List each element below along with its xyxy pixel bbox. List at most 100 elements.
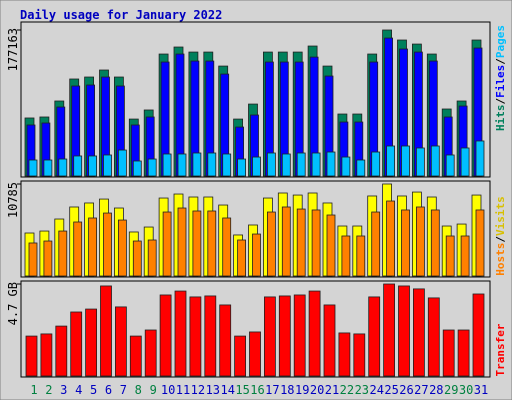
x-tick-label: 10 [161,383,175,397]
bar [222,217,232,277]
x-tick-label: 5 [90,383,97,397]
bar [353,333,366,377]
bar [356,159,366,177]
legend-entry: Transfer [494,323,507,376]
bar [43,159,53,177]
x-tick-label: 16 [250,383,264,397]
bar [70,311,83,377]
bar [103,154,112,177]
bar [412,288,425,377]
legend-entry: Files [494,65,507,98]
x-tick-label: 26 [399,383,413,397]
bar [174,290,187,377]
bar [472,293,485,377]
bar [55,325,68,377]
bar [192,152,202,177]
bar [129,335,142,377]
bar [28,242,38,277]
x-tick-label: 8 [135,383,142,397]
bar [85,308,97,377]
bar [311,152,321,177]
bar [430,145,440,177]
legend-separator: / [494,236,507,243]
bar [341,156,351,177]
bar [237,158,247,177]
bar [252,233,261,277]
bar [118,149,127,177]
bar [132,160,142,177]
bar [401,145,410,177]
bar [281,153,291,177]
legend-entry: Hits [494,105,507,132]
bar [386,200,396,277]
bar [103,212,112,277]
x-tick-label: 28 [429,383,443,397]
bar [132,240,142,277]
bar [237,239,247,277]
x-tick-label: 6 [105,383,112,397]
bar [460,147,470,177]
bar [368,296,381,377]
bar [73,155,83,177]
bar [249,331,261,377]
series-legend: Hits/Files/Pages [494,25,507,131]
x-tick-label: 27 [414,383,428,397]
bar [326,214,336,277]
bar [204,295,217,377]
x-tick-label: 13 [206,383,220,397]
x-tick-label: 22 [340,383,354,397]
bar [43,240,53,277]
bar [460,235,470,277]
bar [445,154,455,177]
bar [430,209,440,277]
bar [326,151,336,177]
bar [177,207,187,277]
legend-entry: Pages [494,25,507,58]
bar [28,159,38,177]
bar [162,153,172,177]
bar [371,211,381,277]
bar [371,151,381,177]
x-tick-label: 2 [45,383,52,397]
bar [442,329,455,377]
bar [207,210,217,277]
x-tick-label: 1 [30,383,37,397]
bar [234,335,247,377]
bar [445,235,455,277]
x-tick-label: 30 [459,383,473,397]
bar [383,283,396,377]
y-tick-label: 177163 [6,28,20,71]
bar [58,230,68,277]
x-tick-label: 15 [235,383,249,397]
bar [398,285,410,377]
x-tick-label: 17 [265,383,279,397]
bar [147,239,157,277]
legend-entry: Visits [494,196,507,236]
legend-entry: Hosts [494,243,507,276]
x-tick-label: 14 [220,383,234,397]
bar [475,140,485,177]
x-tick-label: 21 [325,383,339,397]
bar [115,306,127,377]
bar [296,152,306,177]
x-tick-label: 31 [474,383,488,397]
bar [415,147,425,177]
bar [73,221,83,277]
bar [386,145,396,177]
series-legend: Transfer [494,323,507,376]
bar [207,152,217,177]
x-tick-label: 3 [60,383,67,397]
bar [40,333,53,377]
bar [144,329,157,377]
bar [219,304,232,377]
bar [222,153,232,177]
bar [88,155,97,177]
bar [415,206,425,277]
bar [293,294,306,377]
bar [58,158,68,177]
bar [147,158,157,177]
legend-separator: / [494,58,507,65]
bar [266,152,276,177]
x-tick-label: 12 [191,383,205,397]
